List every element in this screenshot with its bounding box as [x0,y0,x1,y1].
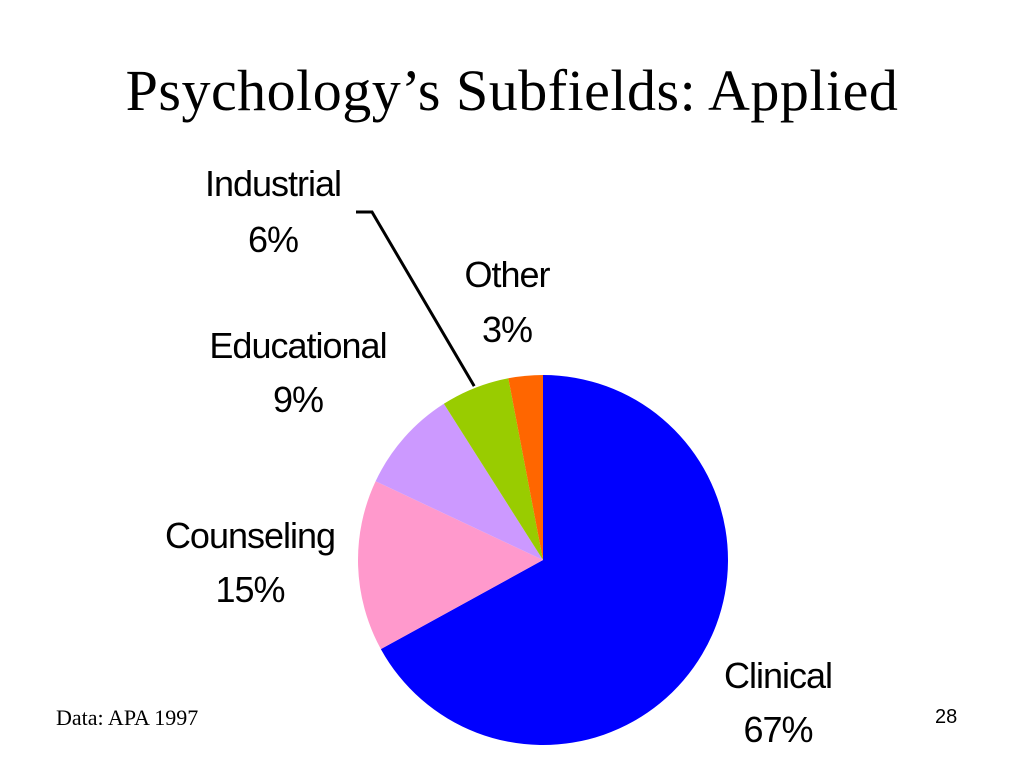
pie-slice-educational [375,403,543,560]
pie-slices [358,375,728,745]
slice-labels: Clinical 67% Counseling 15% Educational 9% Ind… [165,163,833,750]
pie-slice-clinical [380,375,728,745]
pie-slice-other [508,375,543,560]
slice-label-value-clinical: 67% [743,709,812,750]
page-number: 28 [935,706,958,728]
data-source: Data: APA 1997 [56,705,199,730]
slide-title: Psychology’s Subfields: Applied [125,58,899,123]
slice-label-name-educational: Educational [209,325,386,366]
slice-label-name-counseling: Counseling [165,515,335,556]
slice-label-value-other: 3% [482,309,532,350]
slice-label-name-other: Other [464,254,550,295]
slice-label-value-educational: 9% [273,379,323,420]
slice-label-name-clinical: Clinical [724,655,832,696]
leader-line-industrial [356,210,476,387]
leader-lines [356,210,476,387]
pie-slice-industrial [443,378,543,560]
pie-slice-counseling [358,481,543,650]
slice-label-value-counseling: 15% [215,569,284,610]
slice-label-name-industrial: Industrial [205,163,341,204]
slice-label-value-industrial: 6% [248,219,298,260]
